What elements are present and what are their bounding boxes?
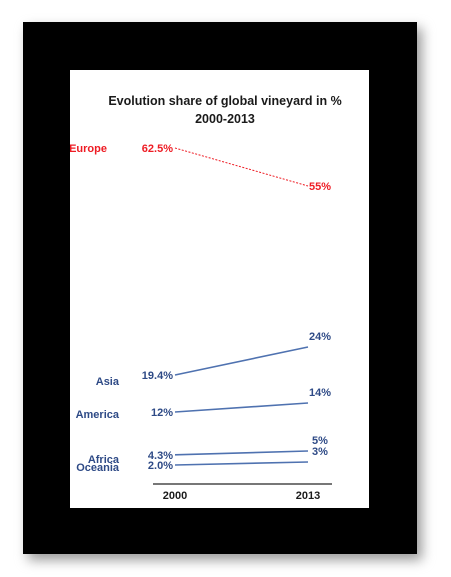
oceania-label-2000: 2.0%	[148, 460, 173, 472]
chart-title: Evolution share of global vineyard in %	[108, 94, 341, 108]
asia-label-2013: 24%	[309, 331, 331, 343]
africa-label-2013: 5%	[312, 435, 328, 447]
asia-series-name: Asia	[96, 376, 120, 388]
africa-series-line	[174, 450, 309, 456]
europe-series-line	[174, 147, 309, 187]
europe-label-2000: 62.5%	[142, 143, 173, 155]
slope-chart: Evolution share of global vineyard in % …	[70, 94, 342, 502]
chart-canvas: Evolution share of global vineyard in % …	[70, 70, 369, 508]
europe-label-2013: 55%	[309, 181, 331, 193]
x-tick-label-2013: 2013	[296, 490, 320, 502]
america-label-2013: 14%	[309, 387, 331, 399]
asia-series-line	[174, 346, 309, 376]
africa-label-2000: 4.3%	[148, 450, 173, 462]
oceania-series-line	[174, 461, 309, 466]
oceania-series-name: Oceania	[76, 462, 120, 474]
asia-label-2000: 19.4%	[142, 370, 173, 382]
oceania-label-2013: 3%	[312, 446, 328, 458]
america-series-line	[174, 402, 309, 413]
america-series-name: America	[76, 409, 120, 421]
africa-series-name: Africa	[88, 454, 120, 466]
chart-subtitle: 2000-2013	[195, 112, 255, 126]
america-label-2000: 12%	[151, 407, 173, 419]
europe-series-name: Europe	[70, 143, 107, 155]
x-tick-label-2000: 2000	[163, 490, 187, 502]
